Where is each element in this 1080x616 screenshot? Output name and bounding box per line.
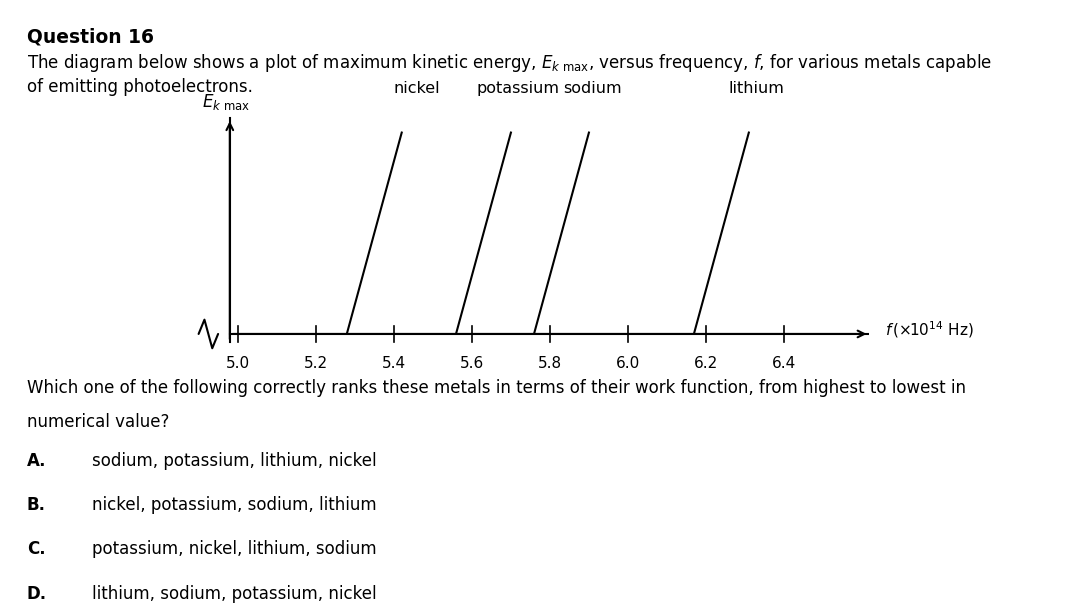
Text: lithium, sodium, potassium, nickel: lithium, sodium, potassium, nickel	[92, 585, 377, 602]
Text: D.: D.	[27, 585, 48, 602]
Text: 5.0: 5.0	[226, 356, 249, 371]
Text: 5.8: 5.8	[538, 356, 562, 371]
Text: 5.4: 5.4	[381, 356, 406, 371]
Text: 6.0: 6.0	[616, 356, 639, 371]
Text: lithium: lithium	[728, 81, 784, 96]
Text: of emitting photoelectrons.: of emitting photoelectrons.	[27, 78, 253, 96]
Text: nickel, potassium, sodium, lithium: nickel, potassium, sodium, lithium	[92, 496, 377, 514]
Text: 6.2: 6.2	[693, 356, 718, 371]
Text: 6.4: 6.4	[771, 356, 796, 371]
Text: numerical value?: numerical value?	[27, 413, 170, 431]
Text: C.: C.	[27, 540, 45, 558]
Text: $E_{k\ \mathrm{max}}$: $E_{k\ \mathrm{max}}$	[202, 92, 249, 111]
Text: nickel: nickel	[394, 81, 441, 96]
Text: sodium: sodium	[563, 81, 622, 96]
Text: sodium, potassium, lithium, nickel: sodium, potassium, lithium, nickel	[92, 452, 377, 469]
Text: A.: A.	[27, 452, 46, 469]
Text: Question 16: Question 16	[27, 28, 154, 47]
Text: Which one of the following correctly ranks these metals in terms of their work f: Which one of the following correctly ran…	[27, 379, 966, 397]
Text: $f\,(\times\!10^{14}\ \mathrm{Hz})$: $f\,(\times\!10^{14}\ \mathrm{Hz})$	[885, 319, 974, 340]
Text: 5.2: 5.2	[303, 356, 327, 371]
Text: potassium, nickel, lithium, sodium: potassium, nickel, lithium, sodium	[92, 540, 377, 558]
Text: B.: B.	[27, 496, 46, 514]
Text: The diagram below shows a plot of maximum kinetic energy, $E_{k\ \mathrm{max}}$,: The diagram below shows a plot of maximu…	[27, 52, 993, 75]
Text: 5.6: 5.6	[459, 356, 484, 371]
Text: potassium: potassium	[477, 81, 559, 96]
